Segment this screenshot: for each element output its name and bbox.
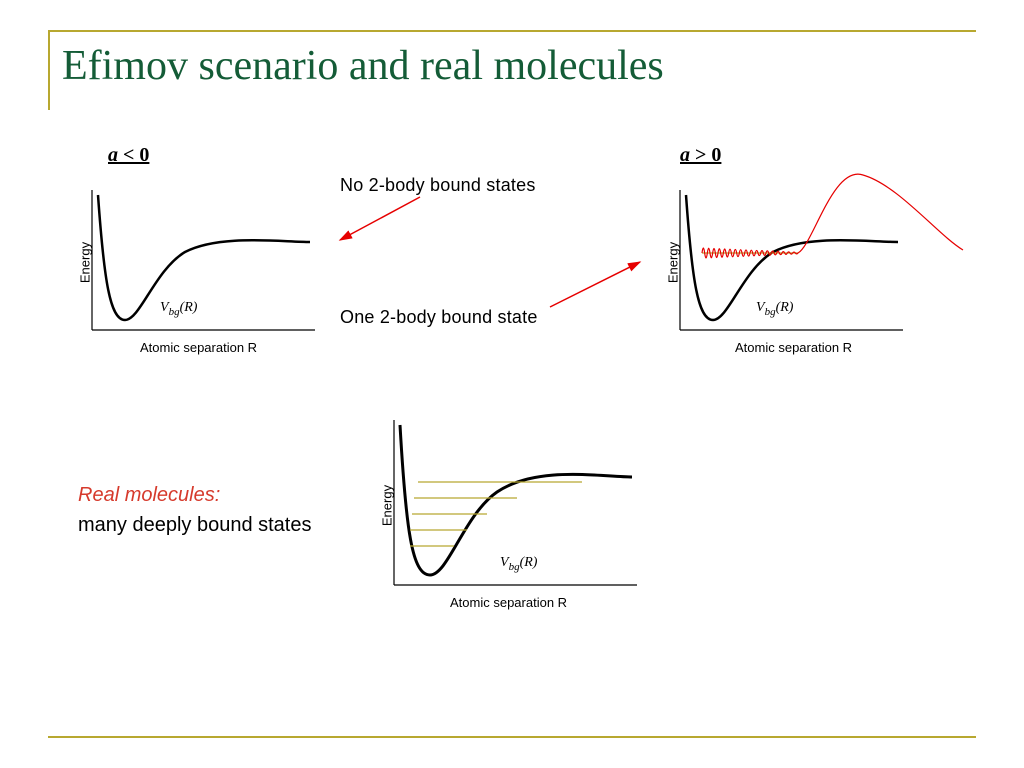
chart2-ylabel: Energy bbox=[666, 213, 681, 313]
chart1-xlabel: Atomic separation R bbox=[140, 340, 257, 355]
chart2-curve-label: Vbg(R) bbox=[756, 300, 793, 318]
chart3-ylabel: Energy bbox=[380, 456, 395, 556]
real-molecules-lead: Real molecules: bbox=[78, 484, 220, 506]
arrow-no-bound bbox=[0, 0, 1024, 768]
chart3-xlabel: Atomic separation R bbox=[450, 595, 567, 610]
real-molecules-sub: many deeply bound states bbox=[78, 514, 312, 536]
chart-a-negative bbox=[80, 190, 320, 340]
chart-a-positive bbox=[668, 190, 968, 340]
real-molecules-text: Real molecules: many deeply bound states bbox=[78, 480, 312, 540]
chart3-curve-label: Vbg(R) bbox=[500, 555, 537, 573]
chart1-ylabel: Energy bbox=[78, 213, 93, 313]
chart2-xlabel: Atomic separation R bbox=[735, 340, 852, 355]
chart1-curve-label: Vbg(R) bbox=[160, 300, 197, 318]
